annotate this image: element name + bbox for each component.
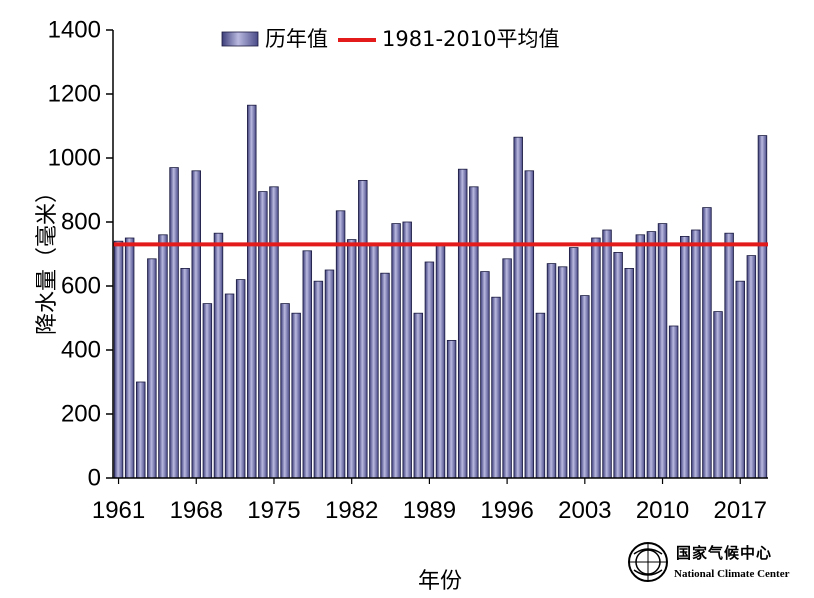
bar-1992: [457, 168, 468, 479]
bar-2013: [691, 229, 701, 479]
y-tick-label: 600: [61, 273, 101, 300]
bar-1990: [435, 243, 446, 479]
x-tick-label: 2017: [714, 497, 767, 524]
bar-1970: [213, 232, 224, 479]
bar-1982: [346, 239, 357, 479]
x-tick-label: 1961: [92, 497, 145, 524]
bar-1966: [169, 167, 179, 479]
bar-1997: [513, 136, 523, 479]
bar-2005: [602, 229, 612, 479]
un-wmo-emblem-icon: [628, 542, 668, 582]
bar-1993: [469, 186, 479, 479]
y-tick-label: 800: [61, 209, 101, 236]
bar-1978: [302, 250, 313, 479]
bar-1994: [480, 271, 490, 479]
bar-1977: [291, 312, 301, 479]
bar-1991: [446, 339, 457, 479]
y-axis-title: 降水量（毫米）: [35, 181, 60, 335]
bar-1988: [413, 312, 424, 479]
bar-1979: [313, 280, 324, 479]
bar-1961: [113, 240, 124, 479]
legend: 历年值 1981-2010平均值: [221, 27, 559, 51]
y-tick-label: 200: [61, 401, 101, 428]
y-tick-label: 1000: [48, 145, 101, 172]
bar-1996: [502, 258, 512, 479]
ncc-logo: 国家气候中心 National Climate Center: [626, 540, 796, 590]
x-tick-label: 1975: [247, 497, 300, 524]
bar-2014: [702, 207, 712, 479]
bar-2009: [646, 231, 657, 479]
org-name-cn: 国家气候中心: [676, 544, 773, 562]
legend-label-average: 1981-2010平均值: [382, 27, 559, 51]
bar-1963: [136, 381, 146, 479]
y-tick-label: 1200: [48, 81, 101, 108]
bar-1995: [491, 296, 501, 479]
bar-1968: [191, 170, 201, 479]
x-tick-label: 1996: [480, 497, 533, 524]
legend-swatch-bars: [221, 31, 259, 47]
x-tick-label: 2003: [558, 497, 611, 524]
bar-1983: [358, 179, 368, 479]
org-name-en: National Climate Center: [674, 568, 790, 580]
y-tick-label: 400: [61, 337, 101, 364]
x-axis-title: 年份: [418, 569, 462, 594]
bar-1975: [269, 186, 279, 479]
bar-2011: [668, 325, 679, 479]
bar-1972: [235, 279, 246, 479]
y-axis: 0 200 400 600 800 1000 1200 1400: [48, 17, 114, 492]
bar-1965: [158, 234, 168, 479]
bar-2010: [657, 223, 668, 479]
bar-2016: [724, 232, 734, 479]
bar-1974: [258, 191, 268, 479]
x-axis: 1961 1968 1975 1982 1989 1996 2003 2010 2017: [92, 477, 768, 524]
bar-1998: [524, 170, 535, 479]
bar-2008: [635, 234, 646, 479]
bar-2001: [557, 266, 568, 479]
bar-1981: [335, 210, 346, 479]
y-tick-label: 1400: [48, 17, 101, 44]
y-tick-label: 0: [88, 465, 101, 492]
bar-1984: [369, 243, 379, 479]
bar-2017: [735, 280, 745, 479]
bar-1964: [147, 258, 157, 479]
bar-2019: [757, 135, 768, 479]
bar-2002: [568, 247, 579, 479]
bar-1985: [380, 272, 390, 479]
bar-2004: [591, 237, 601, 479]
bar-1986: [391, 223, 401, 479]
bar-2015: [713, 311, 723, 479]
bar-2003: [580, 295, 590, 479]
bar-1980: [324, 269, 335, 479]
bar-1967: [180, 267, 190, 479]
x-tick-label: 1968: [170, 497, 223, 524]
bar-2007: [624, 267, 634, 479]
bar-1999: [535, 312, 546, 479]
bar-2006: [613, 251, 623, 479]
plot-area: [113, 104, 768, 479]
bar-1969: [202, 303, 213, 479]
bar-1973: [247, 104, 257, 479]
bar-1976: [280, 303, 290, 479]
x-tick-label: 1982: [325, 497, 378, 524]
x-tick-label: 1989: [403, 497, 456, 524]
bar-1962: [124, 237, 135, 479]
x-tick-label: 2010: [636, 497, 689, 524]
legend-label-bars: 历年值: [265, 27, 328, 51]
bar-1971: [224, 293, 235, 479]
bar-1987: [402, 221, 412, 479]
bar-1989: [424, 261, 435, 479]
bar-2000: [546, 263, 557, 479]
bar-2012: [680, 235, 690, 479]
bar-2018: [746, 255, 757, 479]
